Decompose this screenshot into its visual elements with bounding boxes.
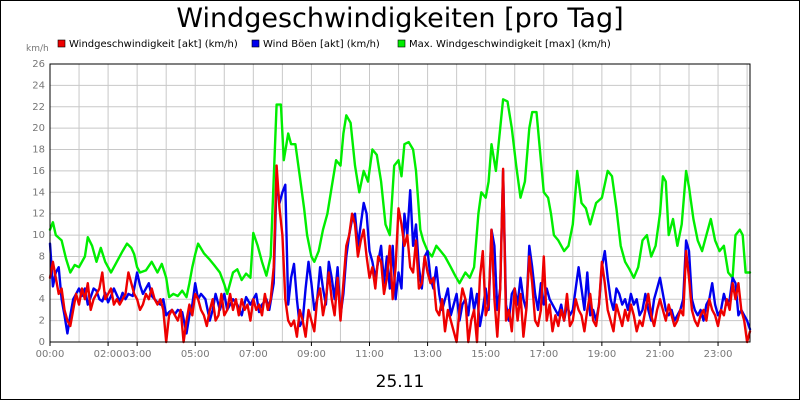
legend-swatch <box>251 39 260 48</box>
x-tick-label: 02:00 <box>94 349 123 360</box>
y-tick-label: 4 <box>39 294 45 305</box>
series-line-1 <box>48 169 752 335</box>
legend-swatch <box>397 39 406 48</box>
series-line-0 <box>48 98 752 299</box>
chart-title: Windgeschwindigkeiten [pro Tag] <box>176 3 623 34</box>
x-tick-label: 17:00 <box>529 349 558 360</box>
y-tick-label: 6 <box>39 273 45 284</box>
x-axis-ticks: 00:00 02:00 03:00 05:00 07:00 09:00 11:00 13:00… <box>36 342 733 360</box>
x-tick-label: 09:00 <box>297 349 326 360</box>
x-tick-label: 07:00 <box>239 349 268 360</box>
y-tick-label: 12 <box>32 209 45 220</box>
y-tick-label: 8 <box>39 251 45 262</box>
x-tick-label: 03:00 <box>123 349 152 360</box>
legend-label: Wind Böen [akt] (km/h) <box>263 39 380 50</box>
y-tick-label: 2 <box>39 316 45 327</box>
x-tick-label: 15:00 <box>471 349 500 360</box>
plot-border <box>49 63 751 343</box>
x-tick-label: 23:00 <box>704 349 733 360</box>
y-axis-unit-label: km/h <box>26 44 49 54</box>
y-tick-label: 10 <box>32 230 45 241</box>
series-line-2 <box>48 164 752 344</box>
y-tick-label: 14 <box>32 187 45 198</box>
legend: Windgeschwindigkeit [akt] (km/h) Wind Böe… <box>57 39 611 50</box>
y-tick-label: 20 <box>32 123 45 134</box>
series-lines <box>48 98 752 344</box>
y-tick-label: 26 <box>32 59 45 70</box>
legend-label: Windgeschwindigkeit [akt] (km/h) <box>69 39 238 50</box>
x-tick-label: 21:00 <box>646 349 675 360</box>
x-tick-label: 00:00 <box>36 349 65 360</box>
y-tick-label: 16 <box>32 166 45 177</box>
x-tick-label: 13:00 <box>413 349 442 360</box>
x-tick-label: 19:00 <box>587 349 616 360</box>
y-tick-label: 0 <box>39 337 45 348</box>
y-tick-label: 22 <box>32 102 45 113</box>
x-tick-label: 05:00 <box>181 349 210 360</box>
y-tick-label: 18 <box>32 145 45 156</box>
y-tick-label: 24 <box>32 80 45 91</box>
legend-label: Max. Windgeschwindigkeit [max] (km/h) <box>409 39 611 50</box>
x-axis-date-label: 25.11 <box>376 372 425 392</box>
x-tick-label: 11:00 <box>355 349 384 360</box>
legend-swatch <box>57 39 66 48</box>
